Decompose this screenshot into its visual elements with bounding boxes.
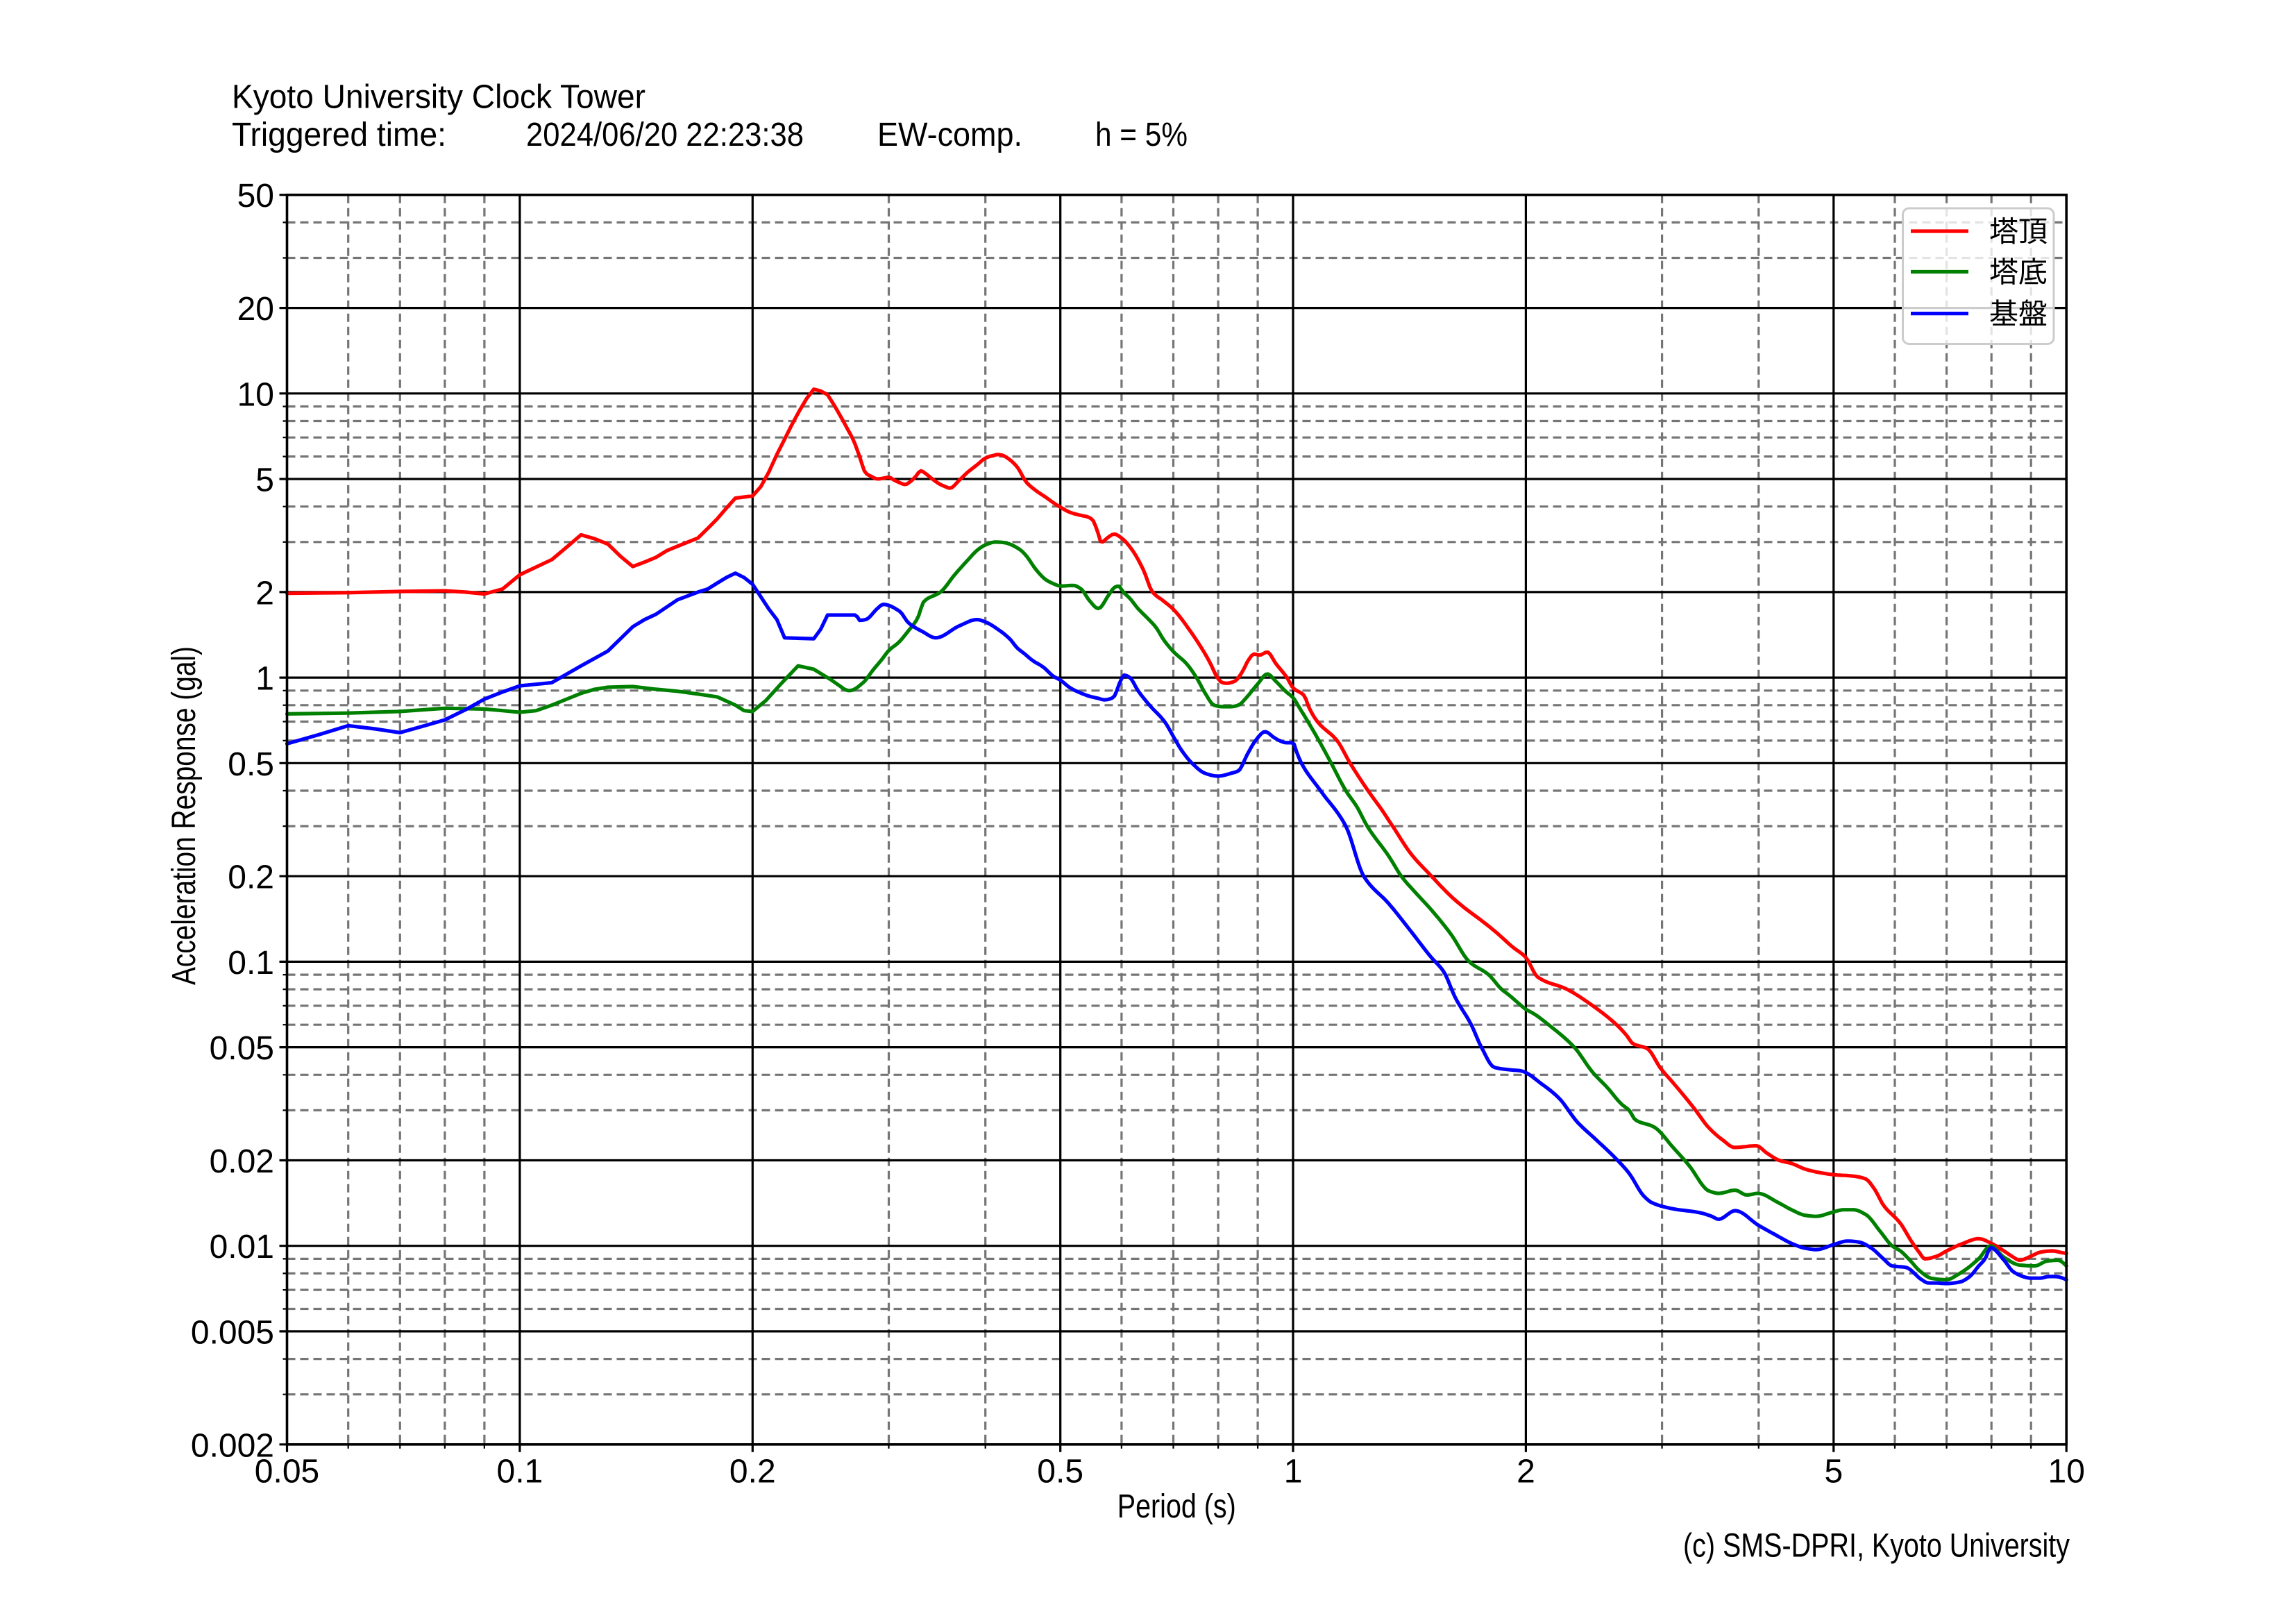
svg-text:0.5: 0.5 <box>228 746 274 783</box>
svg-text:Kyoto University Clock Tower: Kyoto University Clock Tower <box>232 79 645 116</box>
svg-text:Acceleration Response (gal): Acceleration Response (gal) <box>166 646 203 985</box>
svg-text:1: 1 <box>255 661 274 698</box>
svg-text:0.05: 0.05 <box>210 1030 274 1067</box>
svg-text:10: 10 <box>2048 1454 2085 1490</box>
svg-text:5: 5 <box>255 462 274 499</box>
svg-text:Triggered time:: Triggered time: <box>232 117 446 153</box>
svg-text:0.5: 0.5 <box>1037 1454 1083 1490</box>
svg-text:0.2: 0.2 <box>228 859 274 896</box>
svg-text:2024/06/20 22:23:38: 2024/06/20 22:23:38 <box>526 117 804 153</box>
svg-text:1: 1 <box>1284 1454 1303 1490</box>
svg-text:0.05: 0.05 <box>255 1454 319 1490</box>
svg-text:0.2: 0.2 <box>729 1454 776 1490</box>
svg-text:Period (s): Period (s) <box>1117 1488 1236 1525</box>
svg-text:(c) SMS-DPRI, Kyoto University: (c) SMS-DPRI, Kyoto University <box>1683 1528 2070 1565</box>
svg-text:10: 10 <box>237 376 274 413</box>
svg-text:0.1: 0.1 <box>497 1454 543 1490</box>
svg-text:0.005: 0.005 <box>191 1314 274 1351</box>
svg-text:5: 5 <box>1824 1454 1843 1490</box>
svg-text:50: 50 <box>237 178 274 215</box>
svg-text:h = 5%: h = 5% <box>1095 117 1188 153</box>
svg-text:0.01: 0.01 <box>210 1229 274 1265</box>
svg-text:EW-comp.: EW-comp. <box>877 117 1022 153</box>
svg-text:20: 20 <box>237 291 274 328</box>
svg-text:2: 2 <box>255 575 274 612</box>
svg-text:0.002: 0.002 <box>191 1427 274 1464</box>
svg-text:0.1: 0.1 <box>228 945 274 982</box>
svg-text:2: 2 <box>1517 1454 1535 1490</box>
svg-text:0.02: 0.02 <box>210 1143 274 1180</box>
